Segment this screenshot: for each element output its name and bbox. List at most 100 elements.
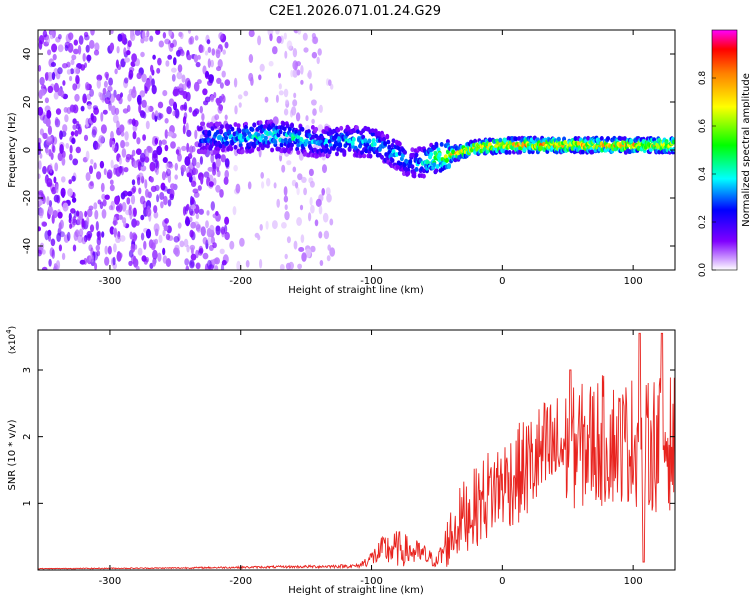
signal-cell <box>347 147 352 152</box>
noise-speck <box>132 185 137 193</box>
noise-speck <box>221 70 226 78</box>
noise-speck <box>73 210 78 218</box>
noise-speck <box>167 54 173 60</box>
noise-speck <box>259 63 265 72</box>
noise-speck <box>178 31 183 38</box>
noise-speck <box>224 216 230 225</box>
noise-speck <box>89 165 93 175</box>
noise-speck <box>72 118 77 125</box>
noise-speck <box>145 79 152 88</box>
noise-speck <box>214 257 221 265</box>
noise-speck <box>151 78 155 88</box>
noise-speck <box>297 173 303 181</box>
noise-speck <box>316 56 320 65</box>
noise-speck <box>162 229 166 237</box>
noise-speck <box>149 35 154 42</box>
noise-speck <box>105 90 112 100</box>
noise-speck <box>191 157 197 167</box>
signal-cell <box>279 142 284 148</box>
signal-cell <box>270 147 275 153</box>
x-tick-label: -200 <box>229 276 252 287</box>
noise-speck <box>73 48 79 55</box>
signal-cell <box>487 137 492 143</box>
noise-speck <box>205 71 210 78</box>
noise-speck <box>140 51 145 58</box>
noise-speck <box>278 72 281 79</box>
noise-speck <box>162 157 168 163</box>
noise-speck <box>127 191 133 197</box>
noise-speck <box>199 105 203 114</box>
noise-speck <box>181 104 187 110</box>
signal-cell <box>414 152 419 158</box>
noise-speck <box>295 182 299 189</box>
signal-cell <box>518 149 523 155</box>
noise-speck <box>51 43 58 53</box>
noise-speck <box>129 210 133 220</box>
signal-cell <box>273 139 278 145</box>
figure-title: C2E1.2026.071.01.24.G29 <box>269 4 441 19</box>
signal-cell <box>439 142 444 147</box>
snr-series-line <box>38 332 675 570</box>
noise-speck <box>159 192 165 200</box>
signal-cell <box>224 131 229 137</box>
noise-speck <box>70 68 75 75</box>
noise-speck <box>213 92 217 99</box>
noise-speck <box>214 265 219 270</box>
noise-speck <box>197 54 201 60</box>
noise-speck <box>132 160 139 169</box>
noise-speck <box>72 244 77 252</box>
noise-speck <box>142 200 147 211</box>
noise-speck <box>42 132 48 140</box>
noise-speck <box>40 88 46 96</box>
noise-speck <box>41 221 47 227</box>
noise-speck <box>150 64 154 73</box>
noise-speck <box>318 205 323 215</box>
noise-speck <box>303 47 309 53</box>
noise-speck <box>101 209 107 219</box>
signal-cell <box>209 121 214 127</box>
noise-speck <box>224 158 230 168</box>
signal-cell <box>361 134 366 140</box>
noise-speck <box>193 191 200 198</box>
noise-speck <box>64 114 69 123</box>
noise-speck <box>112 220 118 226</box>
noise-speck <box>209 224 215 234</box>
signal-cell <box>278 129 283 135</box>
noise-speck <box>157 57 162 66</box>
noise-speck <box>120 166 125 176</box>
noise-speck <box>65 142 70 149</box>
noise-speck <box>140 214 145 221</box>
signal-cell <box>527 149 532 155</box>
noise-speck <box>80 105 85 112</box>
noise-speck <box>158 113 164 119</box>
colorbar-tick-label: 0.0 <box>698 263 708 278</box>
noise-speck <box>234 105 238 115</box>
noise-speck <box>45 148 50 156</box>
noise-speck <box>39 76 45 86</box>
signal-cell <box>219 124 224 130</box>
noise-speck <box>75 75 80 85</box>
noise-speck <box>114 68 118 75</box>
noise-speck <box>254 232 260 238</box>
signal-cell <box>297 130 302 136</box>
noise-speck <box>217 105 223 114</box>
signal-cell <box>338 142 343 147</box>
noise-speck <box>212 161 217 172</box>
y-tick-label: 0 <box>22 147 33 153</box>
noise-speck <box>64 44 69 52</box>
noise-speck <box>181 74 186 83</box>
noise-speck <box>197 249 203 256</box>
noise-speck <box>328 79 332 86</box>
noise-speck <box>220 263 225 270</box>
noise-speck <box>296 187 300 196</box>
noise-speck <box>117 33 123 42</box>
noise-speck <box>269 33 273 42</box>
noise-speck <box>49 31 55 40</box>
noise-speck <box>203 100 209 106</box>
x-tick-label: -200 <box>229 576 252 587</box>
noise-speck <box>96 79 102 89</box>
noise-speck <box>95 244 101 252</box>
noise-speck <box>101 95 105 103</box>
noise-speck <box>297 30 302 35</box>
noise-speck <box>283 32 287 40</box>
